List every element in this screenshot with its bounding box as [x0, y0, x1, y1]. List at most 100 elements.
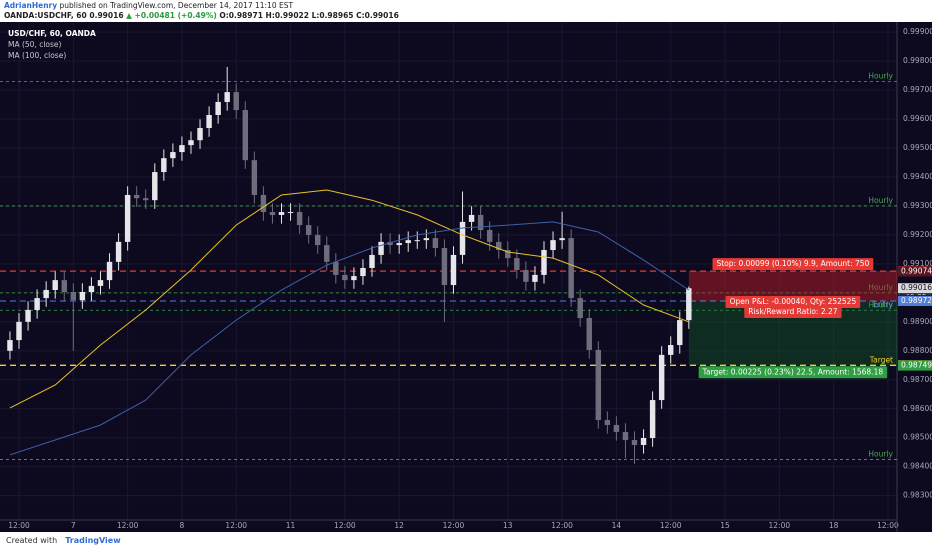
- candle-body: [61, 280, 67, 293]
- price-badge-label: 0.98972: [901, 296, 932, 305]
- candle-body: [496, 241, 502, 250]
- candle-body: [124, 194, 131, 242]
- y-tick-label: 0.98900: [903, 317, 932, 326]
- background: [0, 22, 932, 532]
- y-tick-label: 0.99300: [903, 201, 932, 210]
- x-tick-label: 12: [394, 521, 404, 530]
- price-badge: [898, 266, 932, 277]
- x-tick-label: 12:00: [769, 521, 791, 530]
- candle-body: [586, 318, 592, 350]
- x-tick-label: 13: [503, 521, 513, 530]
- candle-body: [170, 152, 176, 159]
- candle-body: [514, 258, 520, 270]
- y-tick-label: 0.99600: [903, 114, 932, 123]
- x-tick-label: 12:00: [334, 521, 356, 530]
- y-tick-label: 0.99700: [903, 85, 932, 94]
- candle-body: [97, 280, 104, 286]
- candle-body: [631, 440, 638, 445]
- price-badge: [898, 295, 932, 306]
- y-tick-label: 0.99800: [903, 56, 932, 65]
- candle-body: [260, 194, 267, 213]
- candle-body: [414, 240, 420, 242]
- candle-body: [559, 238, 565, 241]
- candle-body: [622, 431, 629, 441]
- ma-line: [9, 189, 689, 409]
- price-badge-label: 0.99074: [901, 266, 932, 275]
- candle-body: [677, 320, 683, 346]
- level-label: Hourly: [868, 449, 893, 458]
- candle-body: [70, 292, 77, 301]
- candle-body: [161, 158, 167, 173]
- footer: Created with TradingView: [0, 532, 932, 550]
- candle-body: [296, 212, 303, 226]
- change: ▲ +0.00481 (+0.49%): [126, 11, 217, 20]
- author[interactable]: AdrianHenry: [4, 1, 58, 10]
- candle-body: [604, 420, 611, 425]
- y-tick-label: 0.98700: [903, 375, 932, 384]
- x-tick-label: 7: [71, 521, 76, 530]
- brand[interactable]: TradingView: [65, 536, 121, 545]
- target-text: Target: 0.00225 (0.23%) 22.5, Amount: 15…: [702, 367, 884, 376]
- ohlc: O:0.98971 H:0.99022 L:0.98965 C:0.99016: [219, 11, 399, 20]
- candle-body: [333, 261, 339, 275]
- candle-body: [324, 245, 330, 262]
- x-tick-label: 18: [829, 521, 839, 530]
- candle-body: [505, 249, 511, 259]
- stop-text-bg: [712, 258, 874, 271]
- candle-body: [7, 340, 13, 351]
- y-tick-label: 0.98400: [903, 462, 932, 471]
- candle-body: [287, 212, 294, 214]
- candle-body: [523, 269, 529, 282]
- rr-text: Risk/Reward Ratio: 2.27: [748, 307, 837, 316]
- y-tick-label: 0.98500: [903, 433, 932, 442]
- y-tick-label: 0.99200: [903, 230, 932, 239]
- y-tick-label: 0.98800: [903, 346, 932, 355]
- level-label: Hourly: [868, 71, 893, 80]
- x-tick-label: 12:00: [8, 521, 30, 530]
- x-tick-label: 15: [720, 521, 730, 530]
- candle-body: [152, 172, 158, 201]
- candle-body: [242, 110, 249, 161]
- candle-body: [79, 292, 86, 301]
- candle-body: [477, 214, 484, 231]
- published: published on TradingView.com, December 1…: [59, 1, 294, 10]
- price-badge: [898, 283, 932, 294]
- candle-body: [577, 298, 583, 319]
- candle-body: [568, 238, 574, 299]
- chart: 0.98300 0.98400 0.98500 0.98600 0.98700 0.988…: [0, 22, 932, 532]
- candle-body: [441, 247, 448, 286]
- y-tick-label: 0.98600: [903, 404, 932, 413]
- candle-body: [360, 267, 366, 277]
- candle-body: [52, 280, 58, 290]
- candle-body: [396, 243, 402, 246]
- candle-body: [595, 349, 602, 421]
- candle-body: [468, 214, 475, 222]
- candle-body: [649, 400, 656, 439]
- candle-body: [34, 298, 40, 310]
- candle-body: [532, 274, 538, 282]
- candle-body: [25, 309, 31, 322]
- y-tick-label: 0.99500: [903, 143, 932, 152]
- rr-text-bg: [744, 305, 842, 318]
- candle-body: [233, 92, 239, 111]
- candle-body: [387, 241, 393, 246]
- candle-body: [432, 238, 439, 248]
- candle-body: [16, 321, 22, 341]
- x-tick-label: 12:00: [443, 521, 465, 530]
- y-tick-label: 0.99400: [903, 172, 932, 181]
- x-tick-label: 12:00: [225, 521, 247, 530]
- candle-body: [550, 240, 556, 250]
- candle-body: [115, 241, 122, 262]
- candle-body: [224, 92, 230, 102]
- level-label: Hourly: [868, 283, 893, 292]
- candle-body: [143, 198, 149, 201]
- level-label: Hourly: [868, 300, 893, 309]
- candle-body: [686, 288, 692, 321]
- candle-body: [188, 140, 194, 146]
- last: 0.99016: [89, 11, 124, 20]
- candle-body: [305, 225, 312, 235]
- pnl-text: Open P&L: -0.00040, Qty: 252525: [730, 297, 857, 306]
- candle-body: [613, 424, 620, 432]
- stop-text: Stop: 0.00099 (0.10%) 9.9, Amount: 750: [716, 259, 869, 268]
- candle-body: [423, 238, 430, 241]
